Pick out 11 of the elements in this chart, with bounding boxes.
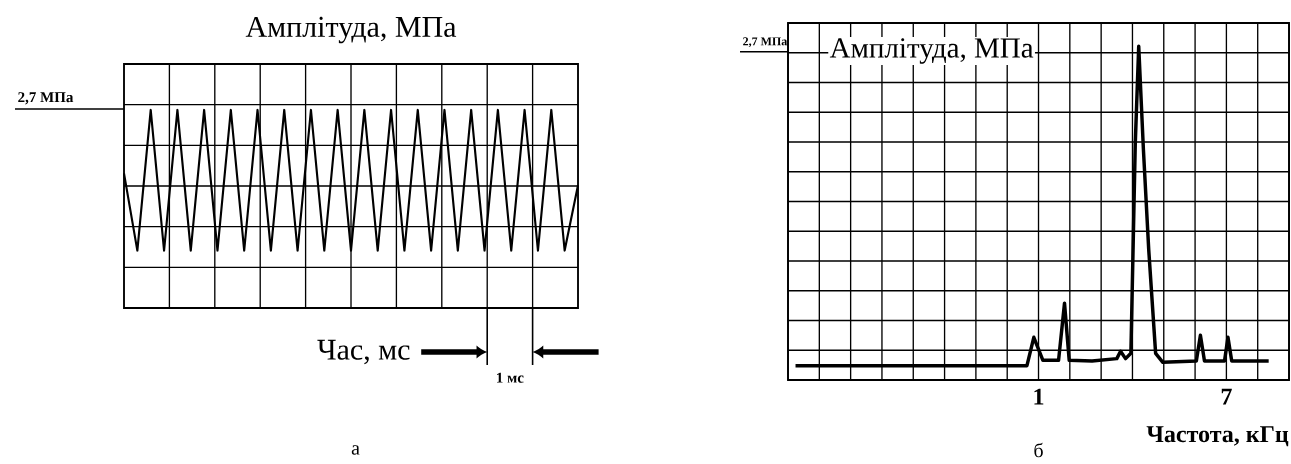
text: а: [351, 445, 360, 455]
text: 1 мс: [497, 372, 524, 383]
x-tick-label: 7: [1221, 388, 1232, 405]
chart-title: Амплітуда, МПа: [245, 16, 457, 44]
text: б: [1034, 442, 1043, 458]
x-tick-label: 1: [1034, 388, 1044, 405]
chart-title: Амплітуда, МПа: [829, 38, 1034, 64]
x-axis-title: Частота, кГц: [1146, 426, 1289, 447]
text: 2,7 МПа: [18, 92, 74, 105]
ref-line-label: 2,7 МПа: [743, 37, 788, 48]
x-axis-title: Час, мс: [317, 339, 410, 365]
